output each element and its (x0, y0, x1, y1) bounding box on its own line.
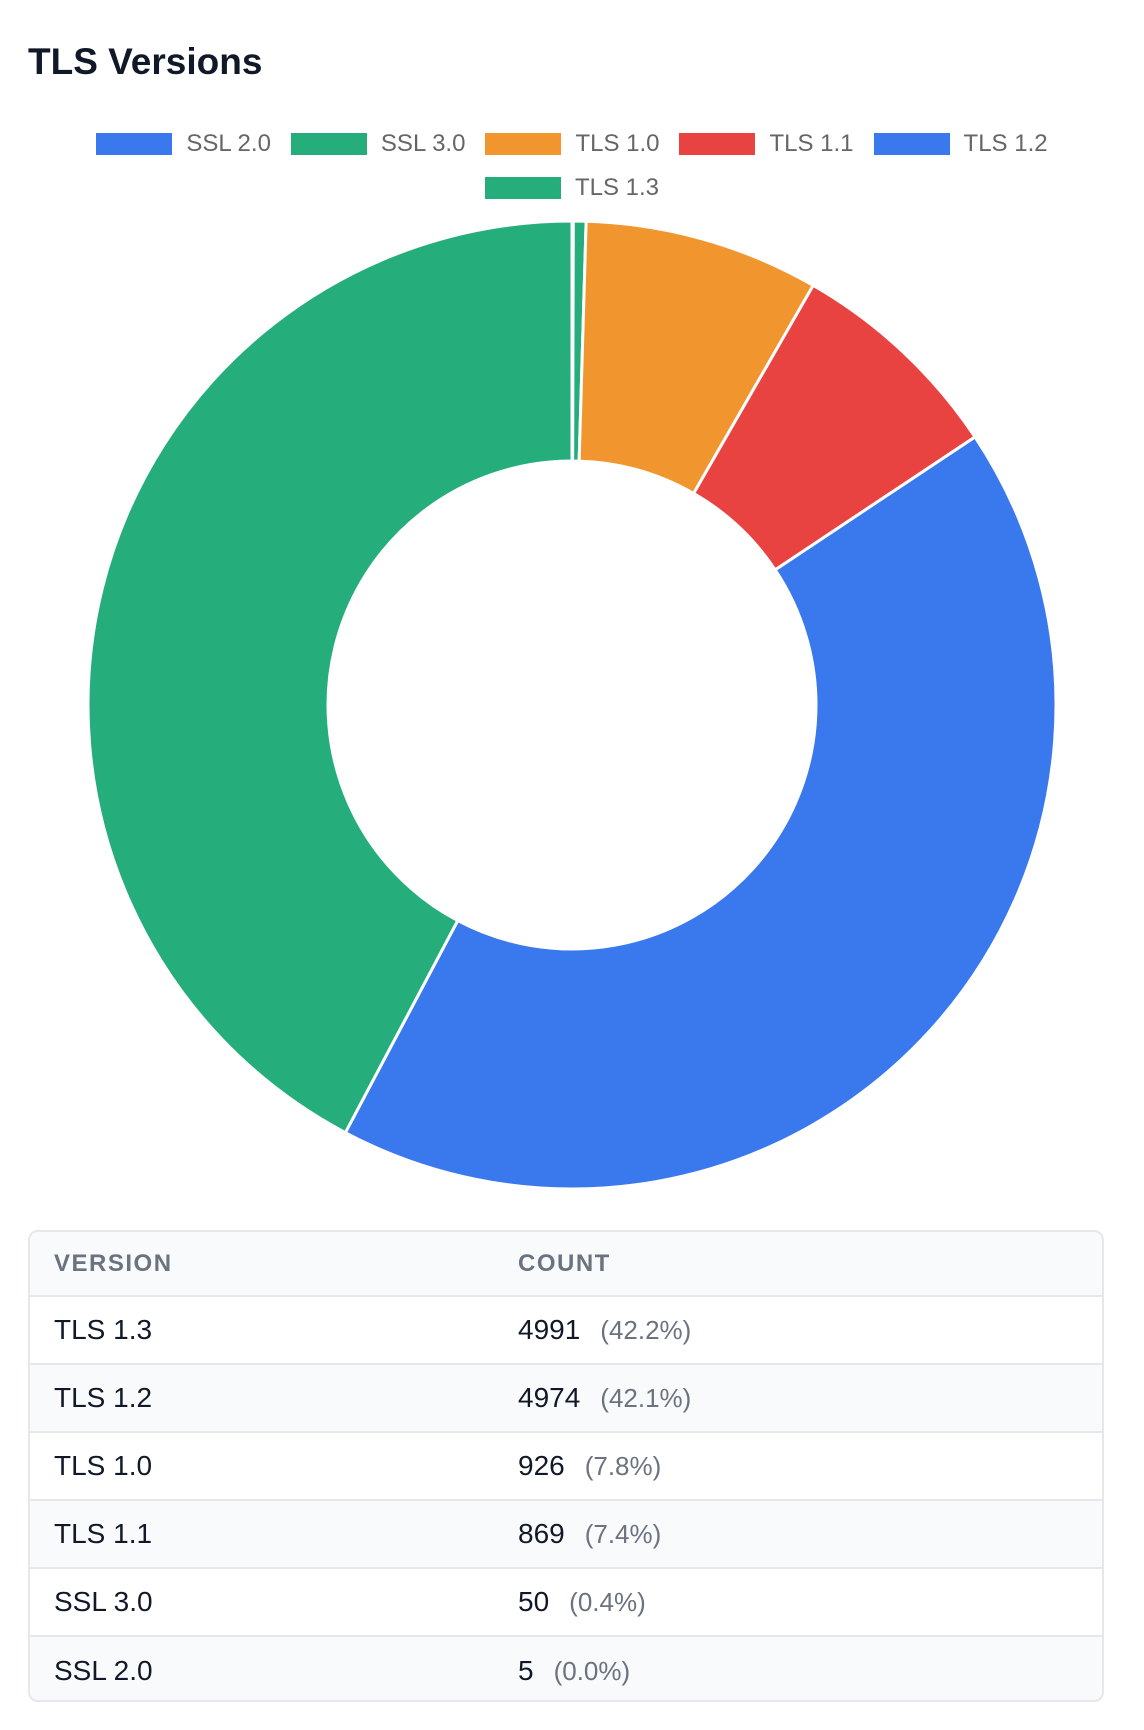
legend-swatch (485, 133, 562, 155)
legend-label: TLS 1.2 (963, 130, 1048, 157)
count-value: 4974 (518, 1382, 581, 1413)
donut-slice-tls-1-3[interactable] (86, 219, 574, 1135)
count-percent: (42.1%) (600, 1383, 692, 1413)
legend-label: TLS 1.0 (575, 130, 660, 157)
legend-label: TLS 1.3 (574, 174, 660, 201)
versions-table: VERSION COUNT TLS 1.3 4991 (42.2%) TLS 1.… (28, 1230, 1104, 1702)
legend-swatch (484, 177, 561, 199)
table-row: TLS 1.1 869 (7.4%) (30, 1500, 1102, 1568)
cell-version: SSL 3.0 (54, 1586, 153, 1617)
legend-item-tls-1-0[interactable]: TLS 1.0 (485, 128, 659, 160)
legend-item-ssl-3-0[interactable]: SSL 3.0 (290, 128, 466, 160)
legend-swatch (679, 133, 756, 155)
cell-count: 4991 (42.2%) (494, 1296, 1102, 1364)
count-value: 869 (518, 1518, 565, 1549)
count-percent: (42.2%) (600, 1315, 692, 1345)
table-header-row: VERSION COUNT (30, 1232, 1102, 1296)
legend-item-tls-1-1[interactable]: TLS 1.1 (679, 128, 854, 160)
count-percent: (7.8%) (584, 1451, 662, 1481)
table-row: TLS 1.2 4974 (42.1%) (30, 1364, 1102, 1432)
table-row: TLS 1.0 926 (7.8%) (30, 1432, 1102, 1500)
cell-count: 5 (0.0%) (494, 1636, 1102, 1700)
chart-title: TLS Versions (28, 41, 263, 82)
legend-label: SSL 2.0 (186, 130, 271, 157)
cell-count: 50 (0.4%) (494, 1568, 1102, 1636)
chart-legend: SSL 2.0 SSL 3.0 TLS 1.0 TLS 1.1 TLS 1.2 … (0, 128, 1144, 204)
cell-version: TLS 1.1 (54, 1518, 153, 1549)
cell-count: 926 (7.8%) (494, 1432, 1102, 1500)
cell-version: TLS 1.3 (54, 1314, 153, 1345)
table-row: TLS 1.3 4991 (42.2%) (30, 1296, 1102, 1364)
legend-label: TLS 1.1 (769, 130, 854, 157)
count-value: 50 (518, 1586, 550, 1617)
legend-item-tls-1-3[interactable]: TLS 1.3 (484, 172, 660, 204)
legend-swatch (290, 133, 367, 155)
header-count: COUNT (518, 1249, 611, 1277)
cell-version: SSL 2.0 (54, 1654, 153, 1686)
legend-item-tls-1-2[interactable]: TLS 1.2 (873, 128, 1048, 160)
count-value: 5 (518, 1654, 534, 1686)
count-percent: (0.4%) (569, 1587, 646, 1617)
table-row: SSL 3.0 50 (0.4%) (30, 1568, 1102, 1636)
donut-slice-tls-1-2[interactable] (343, 434, 1058, 1191)
count-percent: (7.4%) (584, 1519, 662, 1549)
cell-version: TLS 1.0 (54, 1450, 153, 1481)
cell-count: 4974 (42.1%) (494, 1364, 1102, 1432)
header-version: VERSION (54, 1249, 173, 1277)
donut-chart (86, 219, 1058, 1191)
cell-version: TLS 1.2 (54, 1382, 153, 1413)
legend-item-ssl-2-0[interactable]: SSL 2.0 (96, 128, 271, 160)
count-percent: (0.0%) (553, 1655, 631, 1686)
legend-label: SSL 3.0 (380, 130, 466, 157)
count-value: 4991 (518, 1314, 581, 1345)
count-value: 926 (518, 1450, 565, 1481)
cell-count: 869 (7.4%) (494, 1500, 1102, 1568)
legend-swatch (96, 133, 173, 155)
legend-swatch (873, 133, 950, 155)
table-row: SSL 2.0 5 (0.0%) (30, 1636, 1102, 1700)
